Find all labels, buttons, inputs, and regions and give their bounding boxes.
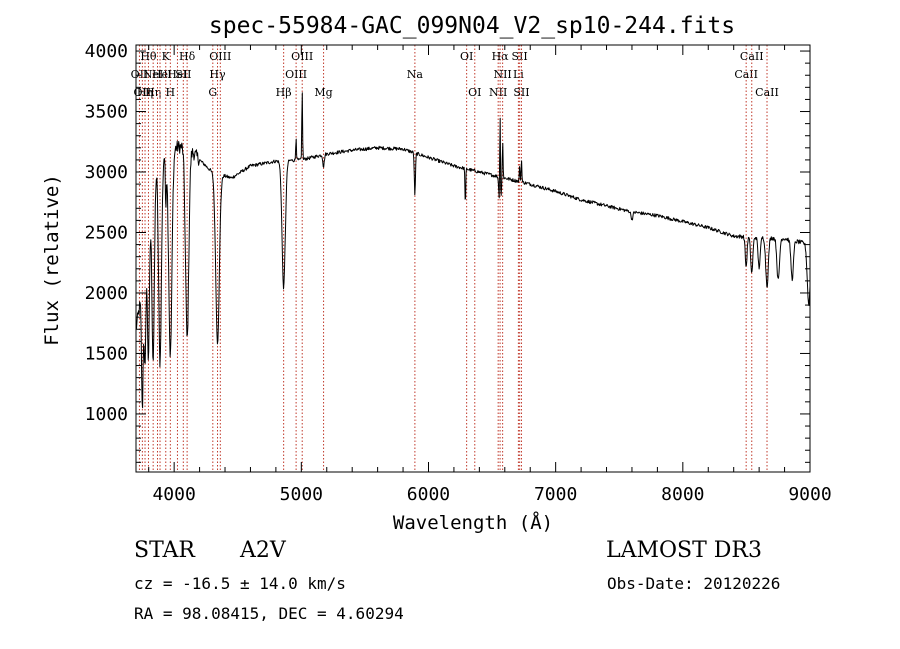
- x-tick-label: 4000: [152, 484, 195, 505]
- line-label: Hγ: [209, 68, 226, 81]
- observation-date: Obs-Date: 20120226: [607, 574, 781, 593]
- line-label: OIII: [209, 50, 231, 63]
- y-axis-label: Flux (relative): [41, 174, 63, 346]
- line-label: OIII: [291, 50, 313, 63]
- line-label: Hθ: [140, 50, 157, 63]
- x-tick-label: 6000: [407, 484, 450, 505]
- line-label: H: [166, 86, 176, 99]
- y-tick-label: 1000: [85, 404, 128, 425]
- line-label: SII: [513, 86, 529, 99]
- line-label: Na: [407, 68, 424, 81]
- plot-frame: [135, 44, 811, 473]
- object-class: STAR: [134, 538, 195, 563]
- spectrum-series: [135, 92, 811, 409]
- x-tick-label: 7000: [534, 484, 577, 505]
- x-axis-label: Wavelength (Å): [393, 511, 553, 534]
- x-tick-label: 5000: [280, 484, 323, 505]
- line-label: NII: [493, 68, 511, 81]
- line-label: OII: [131, 68, 149, 81]
- y-tick-label: 2500: [85, 222, 128, 243]
- coordinates: RA = 98.08415, DEC = 4.60294: [134, 604, 404, 623]
- y-tick-label: 3000: [85, 162, 128, 183]
- line-label: Li: [513, 68, 524, 81]
- line-label: SII: [175, 68, 191, 81]
- y-tick-label: 3500: [85, 102, 128, 123]
- line-label: CaII: [740, 50, 764, 63]
- line-label: K: [162, 50, 171, 63]
- line-label: NeIII: [143, 68, 172, 81]
- line-label: Hη: [145, 86, 161, 99]
- line-label: Hβ: [276, 86, 292, 99]
- line-label: G: [208, 86, 217, 99]
- x-tick-label: 8000: [661, 484, 704, 505]
- chart-title: spec-55984-GAC_099N04_V2_sp10-244.fits: [209, 13, 735, 39]
- line-label: CaII: [755, 86, 779, 99]
- line-label: SII: [512, 50, 528, 63]
- object-subclass: A2V: [240, 538, 286, 563]
- line-label: Hδ: [179, 50, 196, 63]
- survey-name: LAMOST DR3: [606, 538, 762, 563]
- line-label: Mg: [314, 86, 332, 99]
- line-label: Hη: [137, 86, 153, 99]
- x-tick-label: 9000: [788, 484, 831, 505]
- y-tick-label: 4000: [85, 41, 128, 62]
- line-label: NII: [489, 86, 507, 99]
- line-label: Hα: [492, 50, 510, 63]
- line-label: OIII: [285, 68, 307, 81]
- line-label: OI: [460, 50, 473, 63]
- line-label: HeI: [167, 68, 187, 81]
- axis-ticks: 4000 5000 6000 7000 8000 9000 1000 1500 2000 2500…: [85, 41, 832, 505]
- line-markers: OIIOIIHηHθHηNeIIIHeKHHeISIIHδGHγOIIIHβOI…: [131, 45, 779, 472]
- line-label: OII: [133, 86, 151, 99]
- line-label: CaII: [734, 68, 758, 81]
- line-label: He: [152, 68, 168, 81]
- line-label: OI: [468, 86, 481, 99]
- redshift-value: cz = -16.5 ± 14.0 km/s: [134, 574, 346, 593]
- y-tick-label: 2000: [85, 283, 128, 304]
- y-tick-label: 1500: [85, 343, 128, 364]
- spectrum-line: [135, 92, 811, 409]
